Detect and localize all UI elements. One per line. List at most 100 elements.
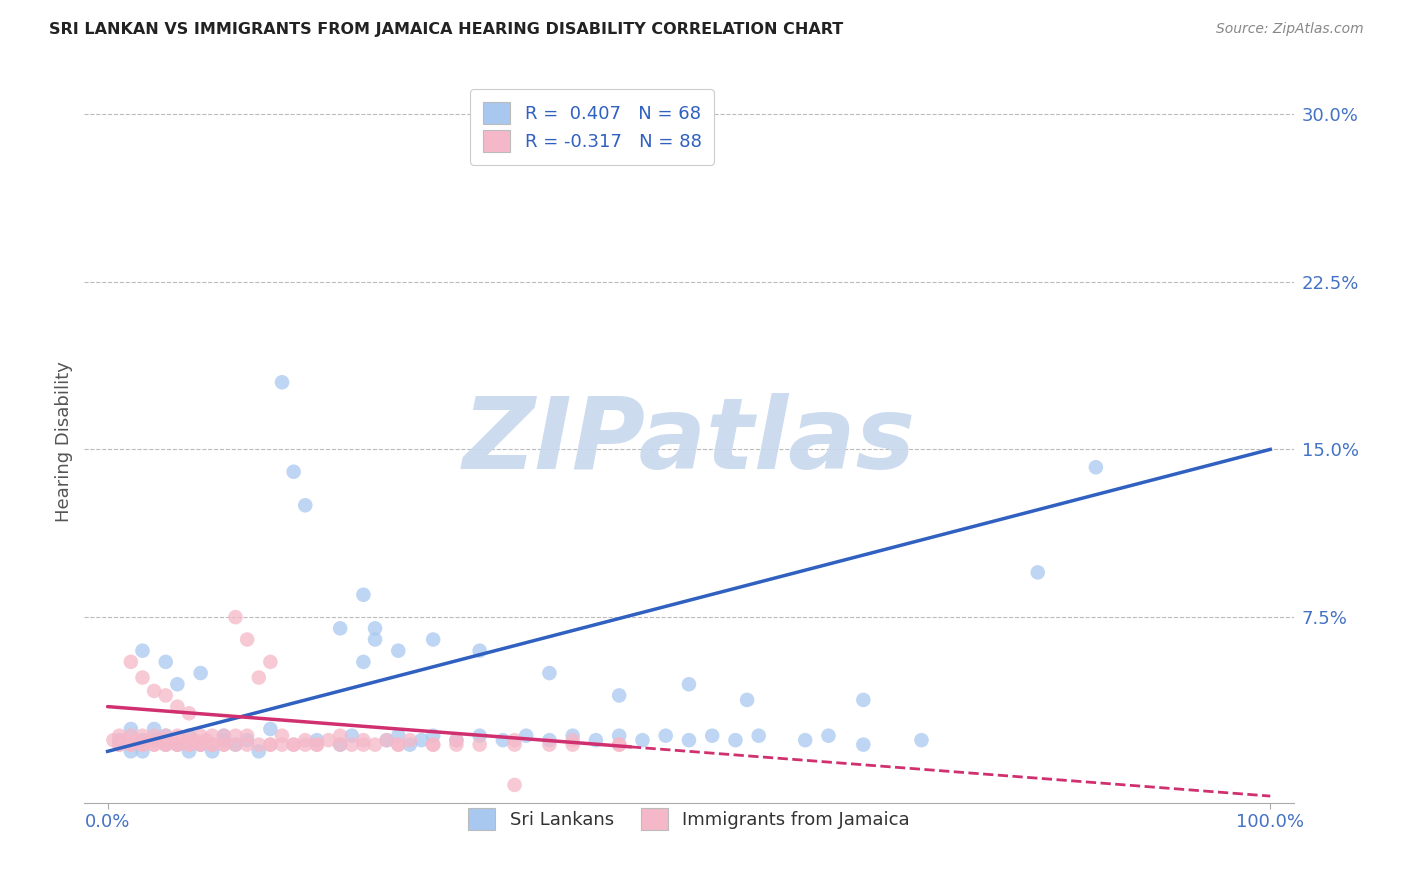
Point [155,689,177,703]
Point [212,738,235,752]
Point [411,733,433,747]
Point [108,738,131,752]
Point [177,738,200,752]
Point [166,738,188,752]
Point [515,729,537,743]
Point [166,699,188,714]
Point [1084,460,1107,475]
Point [259,722,281,736]
Point [149,733,172,747]
Point [236,729,259,743]
Point [446,738,468,752]
Point [143,684,166,698]
Point [177,706,200,721]
Point [340,738,363,752]
Point [125,733,148,747]
Point [538,666,561,681]
Point [503,738,526,752]
Point [678,733,700,747]
Point [120,744,142,758]
Point [155,655,177,669]
Point [422,738,444,752]
Point [305,733,328,747]
Point [212,729,235,743]
Point [136,733,159,747]
Point [607,738,630,752]
Point [225,610,247,624]
Point [131,729,153,743]
Point [195,733,218,747]
Point [678,677,700,691]
Point [143,738,166,752]
Point [103,733,125,747]
Point [329,738,352,752]
Legend: Sri Lankans, Immigrants from Jamaica: Sri Lankans, Immigrants from Jamaica [461,801,917,837]
Point [225,738,247,752]
Point [190,729,212,743]
Point [538,738,561,752]
Point [190,666,212,681]
Point [852,693,875,707]
Point [340,729,363,743]
Point [155,729,177,743]
Point [735,693,758,707]
Point [131,671,153,685]
Point [155,729,177,743]
Point [172,733,194,747]
Point [190,738,212,752]
Point [364,738,387,752]
Point [271,376,294,390]
Point [294,738,316,752]
Point [364,621,387,635]
Point [131,643,153,657]
Point [160,733,183,747]
Point [166,677,188,691]
Point [259,738,281,752]
Point [177,744,200,758]
Point [422,632,444,647]
Point [271,738,294,752]
Point [561,729,583,743]
Point [352,655,374,669]
Point [131,738,153,752]
Point [329,738,352,752]
Point [305,738,328,752]
Point [236,738,259,752]
Point [114,733,136,747]
Point [422,729,444,743]
Point [352,733,374,747]
Point [143,722,166,736]
Point [794,733,817,747]
Point [225,729,247,743]
Point [329,729,352,743]
Point [561,738,583,752]
Point [166,729,188,743]
Point [120,729,142,743]
Point [422,738,444,752]
Text: Source: ZipAtlas.com: Source: ZipAtlas.com [1216,22,1364,37]
Point [190,738,212,752]
Point [294,733,316,747]
Point [108,738,131,752]
Point [247,744,270,758]
Point [468,729,491,743]
Point [724,733,747,747]
Point [375,733,398,747]
Point [352,588,374,602]
Point [387,738,409,752]
Point [283,465,305,479]
Text: ZIPatlas: ZIPatlas [463,393,915,490]
Point [166,738,188,752]
Text: SRI LANKAN VS IMMIGRANTS FROM JAMAICA HEARING DISABILITY CORRELATION CHART: SRI LANKAN VS IMMIGRANTS FROM JAMAICA HE… [49,22,844,37]
Point [654,729,676,743]
Point [155,738,177,752]
Point [236,733,259,747]
Point [503,778,526,792]
Point [108,729,131,743]
Point [852,738,875,752]
Point [910,733,932,747]
Point [131,733,153,747]
Point [305,738,328,752]
Point [236,632,259,647]
Point [607,729,630,743]
